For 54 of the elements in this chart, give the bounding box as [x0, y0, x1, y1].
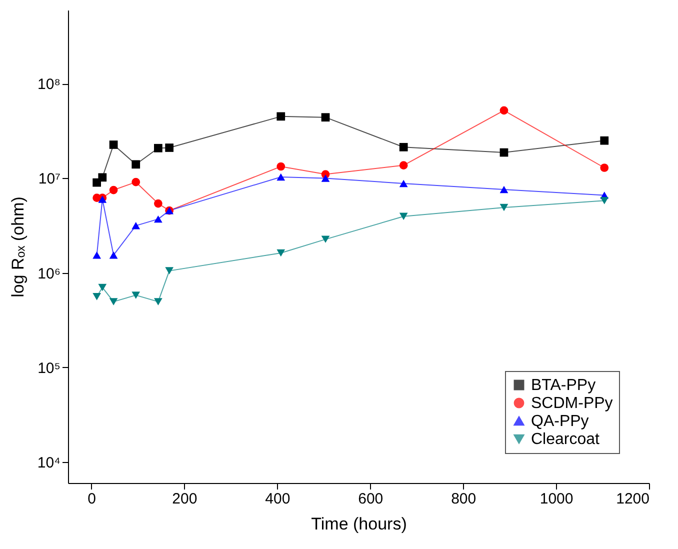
y-tick-label: 10⁴: [37, 454, 60, 472]
point: [165, 267, 174, 274]
point: [321, 113, 330, 122]
point: [98, 173, 107, 182]
point: [399, 180, 408, 188]
point: [500, 186, 508, 194]
legend-label: BTA-PPy: [531, 377, 596, 394]
point: [276, 112, 286, 121]
x-tick-label: 0: [88, 490, 96, 508]
x-tick-label: 200: [172, 490, 198, 508]
point: [399, 142, 408, 152]
point: [109, 140, 118, 149]
y-tick-label: 10⁸: [37, 76, 60, 94]
point: [109, 298, 118, 306]
point: [165, 144, 174, 152]
point: [154, 199, 162, 208]
x-tick-label: 1200: [616, 490, 650, 508]
point: [109, 251, 118, 259]
point: [132, 222, 140, 230]
point: [132, 160, 140, 169]
point: [399, 212, 408, 220]
point: [154, 215, 162, 223]
point: [98, 284, 107, 292]
y-tick-label: 10⁷: [38, 170, 60, 188]
point: [321, 174, 330, 182]
point: [399, 161, 408, 170]
point: [109, 186, 118, 194]
point: [276, 162, 286, 171]
point: [154, 298, 162, 306]
point: [92, 251, 101, 259]
x-axis-title: Time (hours): [311, 514, 407, 534]
point: [500, 106, 508, 115]
x-tick-label: 600: [358, 490, 384, 508]
legend-label: SCDM-PPy: [531, 395, 613, 412]
point: [132, 292, 140, 299]
y-tick-label: 10⁵: [38, 360, 60, 377]
point: [132, 178, 140, 186]
point: [276, 173, 286, 181]
point: [154, 144, 162, 152]
point: [500, 204, 508, 212]
y-tick-label: 10⁶: [38, 265, 60, 282]
x-tick-label: 400: [265, 490, 290, 508]
legend-label: QA-PPy: [531, 413, 589, 430]
point: [500, 148, 508, 157]
legend-label: Clearcoat: [531, 431, 600, 448]
point: [600, 136, 609, 145]
point: [321, 236, 330, 243]
y-axis-title: log Rₒₓ (ohm): [8, 196, 28, 298]
point: [92, 293, 101, 300]
x-tick-label: 1000: [540, 490, 574, 508]
point: [600, 164, 609, 172]
point: [600, 196, 609, 204]
x-tick-label: 800: [451, 490, 476, 508]
point: [276, 249, 286, 257]
